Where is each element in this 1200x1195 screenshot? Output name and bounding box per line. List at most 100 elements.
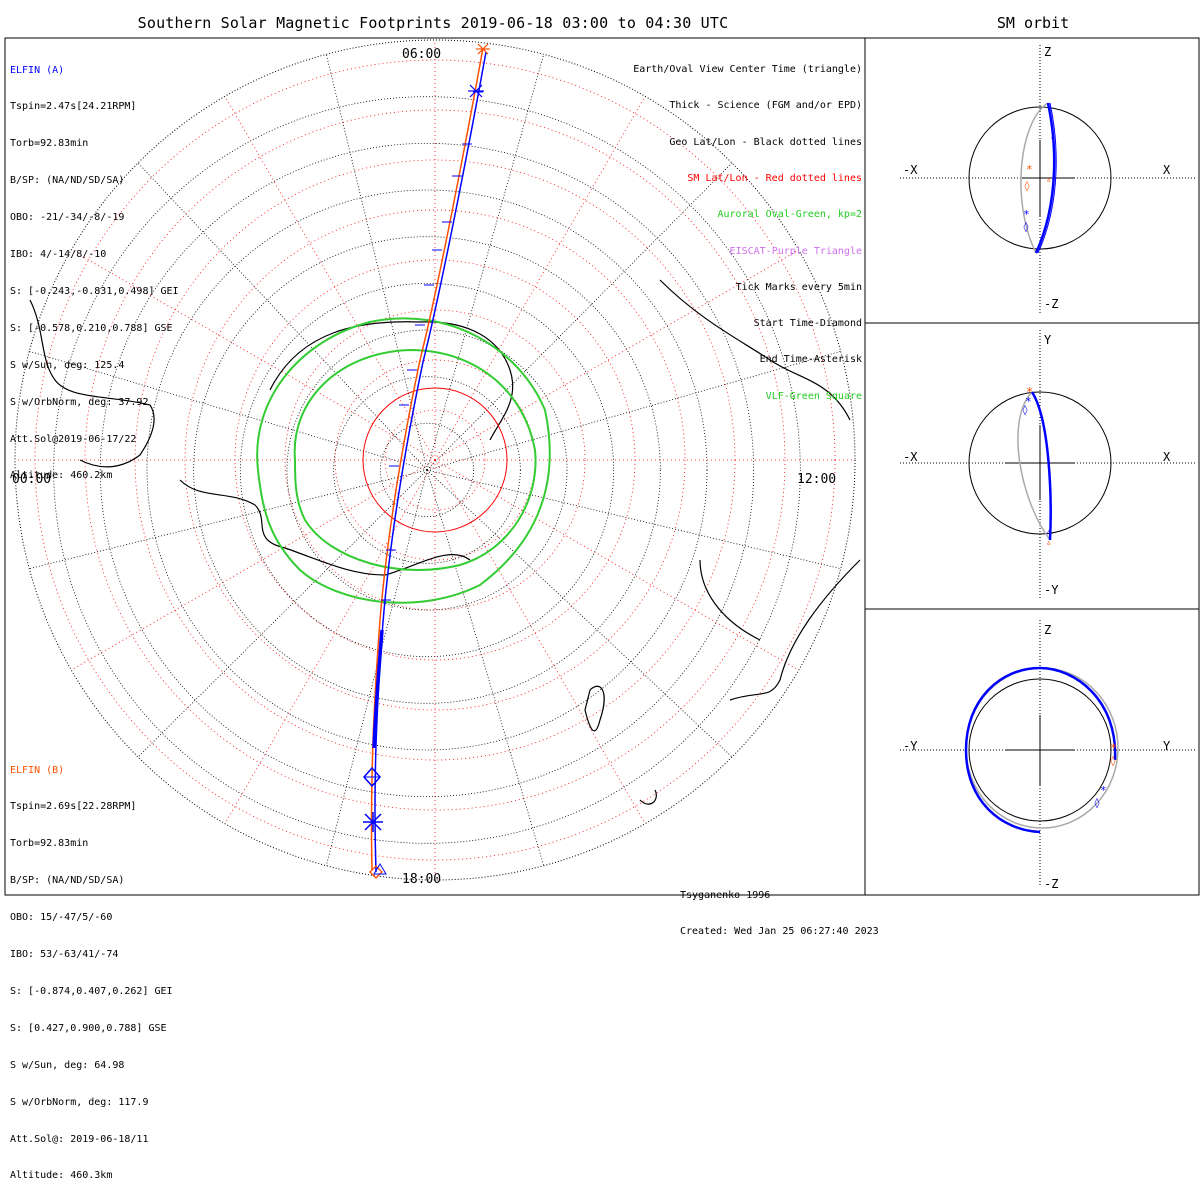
elfin-b-info: ELFIN (B) Tspin=2.69s[22.28RPM] Torb=92.… [10, 740, 173, 1195]
info-line: S w/OrbNorm, deg: 117.9 [10, 1096, 149, 1108]
coastline-3 [659, 279, 851, 421]
svg-text:◊: ◊ [1022, 404, 1028, 416]
info-line: Altitude: 460.3km [10, 1170, 113, 1182]
coastline-5 [584, 685, 605, 732]
axis-label-left: -Y [903, 739, 918, 753]
clock-label-12: 12:00 [797, 472, 836, 487]
coastlines [29, 279, 861, 805]
info-line: B/SP: (NA/ND/SD/SA) [10, 175, 125, 187]
info-line: S w/OrbNorm, deg: 37.92 [10, 396, 149, 408]
track-tick-marks [381, 91, 483, 601]
info-line: Torb=92.83min [10, 838, 89, 850]
axis-label-right: X [1163, 163, 1171, 177]
svg-text:*: * [1100, 784, 1107, 797]
info-line: Att.Sol@2019-06-17/22 [10, 433, 137, 445]
legend-item: End Time-Asterisk [759, 354, 862, 366]
legend-item: VLF-Green Square [765, 390, 862, 402]
info-line: S: [0.427,0.900,0.788] GSE [10, 1022, 167, 1034]
credits: Tsyganenko-1996 Created: Wed Jan 25 06:2… [680, 866, 879, 950]
svg-text:◊: ◊ [1023, 221, 1029, 233]
sm-polar-circle [362, 387, 508, 533]
plot-title: Southern Solar Magnetic Footprints 2019-… [137, 14, 729, 32]
legend: Earth/Oval View Center Time (triangle) T… [602, 40, 862, 415]
coastline-0 [29, 299, 155, 468]
axis-label-right: X [1163, 450, 1171, 464]
info-line: IBO: 53/-63/41/-74 [10, 949, 119, 961]
coastline-6 [639, 789, 657, 805]
elfin-a-science-segment [372, 629, 384, 749]
info-line: S w/Sun, deg: 64.98 [10, 1059, 125, 1071]
info-line: OBO: 15/-47/5/-60 [10, 912, 113, 924]
svg-text:*: * [1026, 385, 1033, 399]
info-line: Torb=92.83min [10, 138, 89, 150]
start-diamond-elfin-b [369, 865, 383, 879]
axis-label-right: Y [1163, 739, 1171, 753]
sm-latlon-grid [15, 40, 855, 880]
legend-item: SM Lat/Lon - Red dotted lines [687, 173, 862, 185]
info-line: S: [-0.578,0.210,0.788] GSE [10, 322, 173, 334]
legend-item: Start Time-Diamond [753, 318, 862, 330]
sm-orbit-title: SM orbit [996, 14, 1070, 32]
axis-label-bottom: -Y [1044, 583, 1059, 597]
axis-label-bottom: -Z [1044, 877, 1058, 891]
svg-text:▵: ▵ [1046, 538, 1051, 548]
elfin-a-track [374, 51, 487, 873]
legend-item: Auroral Oval-Green, kp=2 [717, 209, 863, 221]
end-asterisk-elfin-b [476, 43, 490, 55]
axis-label-top: Z [1044, 45, 1051, 59]
axis-label-top: Z [1044, 623, 1051, 637]
info-line: Att.Sol@: 2019-06-18/11 [10, 1133, 149, 1145]
axis-label-left: -X [903, 450, 918, 464]
svg-text:▵: ▵ [1046, 175, 1051, 185]
legend-item: EISCAT-Purple Triangle [729, 245, 862, 257]
legend-item: Tick Marks every 5min [735, 281, 862, 293]
clock-label-06: 06:00 [402, 47, 441, 62]
polar-map: 06:00 00:00 12:00 18:00 * ◊ * ◊ ▵ ▵ -X X… [4, 37, 1200, 896]
legend-item: Earth/Oval View Center Time (triangle) [633, 64, 862, 76]
info-line: OBO: -21/-34/-8/-19 [10, 212, 125, 224]
svg-text:*: * [1110, 741, 1117, 755]
info-line: B/SP: (NA/ND/SD/SA) [10, 875, 125, 887]
svg-text:*: * [1025, 395, 1032, 408]
start-diamond-elfin-a [362, 766, 382, 788]
svg-text:▵: ▵ [1050, 132, 1055, 142]
axis-label-bottom: -Z [1044, 297, 1058, 311]
coastline-7 [699, 559, 761, 641]
coastline-4 [729, 559, 861, 701]
elfin-b-name: ELFIN (B) [10, 764, 65, 776]
axis-label-left: -X [903, 163, 918, 177]
svg-text:◊: ◊ [1024, 180, 1030, 192]
info-line: Tspin=2.69s[22.28RPM] [10, 801, 137, 813]
coastline-1 [179, 479, 471, 576]
legend-item: Thick - Science (FGM and/or EPD) [669, 100, 862, 112]
sm-orbit-panel-yz: * ◊ * ◊ -Y Y Z -Z [900, 620, 1195, 891]
info-line: S: [-0.874,0.407,0.262] GEI [10, 985, 173, 997]
model-name: Tsyganenko-1996 [680, 890, 771, 901]
coastline-2 [269, 321, 514, 441]
info-line: S w/Sun, deg: 125.4 [10, 359, 125, 371]
created-timestamp: Created: Wed Jan 25 06:27:40 2023 [680, 926, 879, 937]
elfin-b-track [370, 47, 484, 871]
svg-text:*: * [1026, 163, 1033, 176]
auroral-oval-inner [293, 348, 537, 571]
info-line: IBO: 4/-14/8/-10 [10, 249, 107, 261]
end-asterisk-elfin-a [363, 812, 383, 832]
clock-label-18: 18:00 [402, 872, 441, 887]
info-line: S: [-0.243,-0.831,0.498] GEI [10, 285, 179, 297]
legend-item: Geo Lat/Lon - Black dotted lines [669, 136, 862, 148]
clock-label-00: 00:00 [12, 472, 51, 487]
svg-text:▵: ▵ [1046, 527, 1051, 537]
view-center-triangle [373, 863, 387, 875]
svg-text:*: * [1023, 208, 1030, 221]
info-line: Altitude: 460.2km [10, 470, 113, 482]
elfin-a-info: ELFIN (A) Tspin=2.47s[24.21RPM] Torb=92.… [10, 40, 179, 495]
elfin-a-name: ELFIN (A) [10, 64, 65, 76]
end-asterisk-elfin-a-top [468, 84, 484, 98]
svg-text:◊: ◊ [1094, 797, 1100, 809]
sm-orbit-panel-xy: * * ◊ ▵ ▵ -X X Y -Y [900, 330, 1195, 600]
info-line: Tspin=2.47s[24.21RPM] [10, 101, 137, 113]
svg-text:◊: ◊ [1110, 755, 1116, 767]
axis-label-top: Y [1044, 333, 1052, 347]
auroral-oval-outer [256, 317, 551, 604]
sm-orbit-panel-xz: * ◊ * ◊ ▵ ▵ -X X Z -Z [900, 45, 1195, 315]
